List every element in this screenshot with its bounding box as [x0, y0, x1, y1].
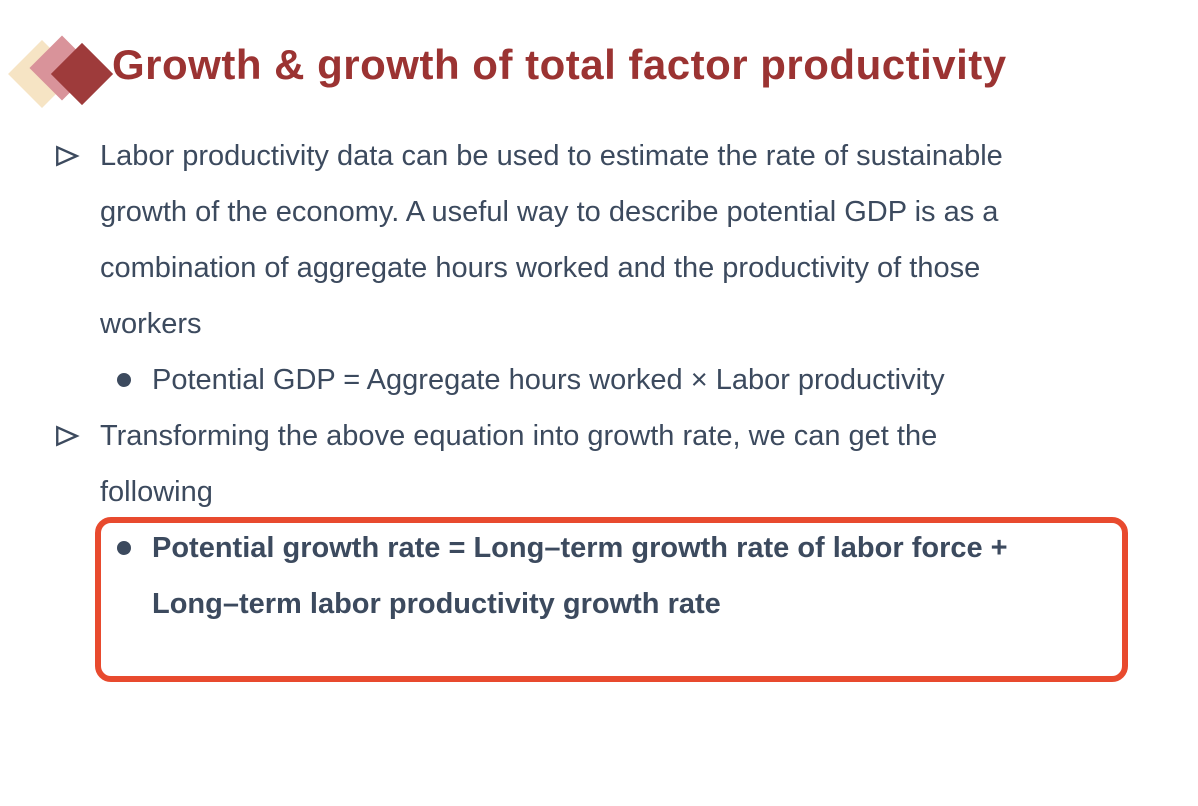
slide-body: Labor productivity data can be used to e… — [0, 128, 1198, 632]
highlighted-text: Long–term labor productivity growth rate — [152, 587, 721, 620]
bullet-line: Labor productivity data can be used to e… — [0, 128, 1198, 184]
arrowhead-right-icon — [54, 423, 80, 449]
dot-bullet-icon — [117, 373, 131, 387]
bullet-line: workers — [0, 296, 1198, 352]
dot-bullet-icon — [117, 541, 131, 555]
bullet-line: Transforming the above equation into gro… — [0, 408, 1198, 464]
bullet-line: following — [0, 464, 1198, 520]
highlighted-text: Potential growth rate = Long–term growth… — [152, 531, 1008, 564]
triple-diamond-logo — [8, 34, 123, 119]
page-title: Growth & growth of total factor producti… — [112, 41, 1007, 88]
highlight-box — [95, 517, 1128, 682]
highlighted-sub-bullet-line: Long–term labor productivity growth rate — [0, 576, 1198, 632]
bullet-text: combination of aggregate hours worked an… — [100, 251, 981, 284]
sub-bullet-line: Potential GDP = Aggregate hours worked ×… — [0, 352, 1198, 408]
bullet-text: workers — [100, 307, 202, 340]
highlighted-sub-bullet-line: Potential growth rate = Long–term growth… — [0, 520, 1198, 576]
bullet-line: growth of the economy. A useful way to d… — [0, 184, 1198, 240]
sub-bullet-text: Potential GDP = Aggregate hours worked ×… — [152, 363, 945, 396]
bullet-line: combination of aggregate hours worked an… — [0, 240, 1198, 296]
bullet-text: Labor productivity data can be used to e… — [100, 139, 1003, 172]
bullet-text: following — [100, 475, 213, 508]
bullet-text: Transforming the above equation into gro… — [100, 419, 938, 452]
bullet-text: growth of the economy. A useful way to d… — [100, 195, 999, 228]
arrowhead-right-icon — [54, 143, 80, 169]
